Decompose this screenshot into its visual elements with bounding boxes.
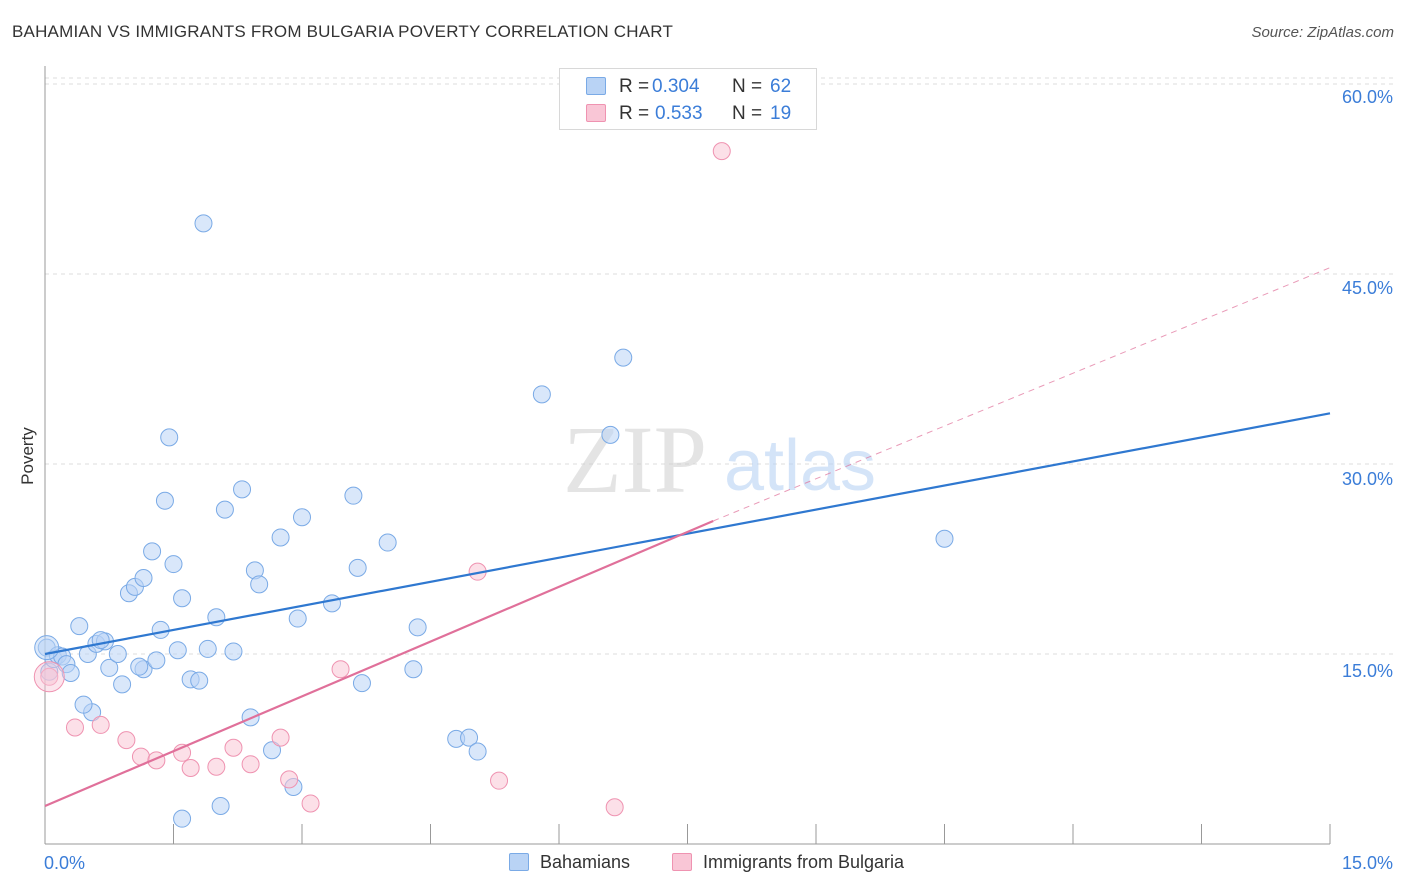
data-point-bahamians <box>215 500 234 519</box>
data-point-bahamians <box>70 617 89 636</box>
trendline-bulgaria <box>44 519 714 808</box>
watermark-atlas: atlas <box>724 426 876 506</box>
data-point-bulgaria <box>271 728 290 747</box>
data-point-bulgaria <box>40 667 59 686</box>
stats-swatch-pink <box>586 104 606 122</box>
data-point-bahamians <box>194 214 213 233</box>
series-bahamians <box>34 214 954 828</box>
y-tick-label-30: 30.0% <box>1341 469 1393 489</box>
stats-r-label: R = <box>619 76 650 97</box>
data-point-bahamians <box>74 695 93 714</box>
legend-swatch-blue <box>509 853 529 871</box>
data-point-bahamians <box>91 631 110 650</box>
data-point-bulgaria <box>65 718 84 737</box>
x-tick-label-max: 15.0% <box>1341 853 1393 873</box>
data-point-bulgaria <box>331 660 350 679</box>
data-point-bahamians <box>935 529 954 548</box>
data-point-bulgaria <box>241 755 260 774</box>
axes <box>44 66 1331 845</box>
data-point-bahamians <box>100 658 119 677</box>
y-tick-label-60: 60.0% <box>1341 87 1393 107</box>
data-point-bulgaria <box>181 759 200 777</box>
stats-n-label: N = <box>732 103 763 124</box>
data-point-bahamians <box>614 348 633 367</box>
data-point-bahamians <box>113 675 132 694</box>
x-tick-label-min: 0.0% <box>44 853 86 873</box>
watermark-zip: ZIP <box>563 406 707 513</box>
y-tick-label-45: 45.0% <box>1341 278 1393 298</box>
data-point-bahamians <box>404 660 423 679</box>
data-point-bahamians <box>271 528 290 547</box>
data-point-bahamians <box>160 428 179 447</box>
data-point-bahamians <box>348 558 367 577</box>
data-point-bahamians <box>147 651 166 670</box>
data-point-bulgaria <box>605 798 624 817</box>
stats-n-value: 62 <box>770 76 792 97</box>
chart-title: BAHAMIAN VS IMMIGRANTS FROM BULGARIA POV… <box>12 22 674 41</box>
data-point-bahamians <box>408 618 427 637</box>
data-point-bulgaria <box>224 738 243 757</box>
watermark: ZIP atlas <box>563 406 876 513</box>
stats-r-value: 0.304 <box>652 76 700 97</box>
data-point-bahamians <box>151 620 170 639</box>
data-point-bahamians <box>173 589 192 608</box>
data-point-bahamians <box>460 728 479 747</box>
data-point-bahamians <box>143 542 162 561</box>
data-point-bahamians <box>601 425 620 444</box>
data-point-bahamians <box>288 609 307 628</box>
data-point-bahamians <box>173 809 192 828</box>
data-point-bahamians <box>155 491 174 510</box>
y-tick-label-15: 15.0% <box>1341 661 1393 681</box>
data-point-bahamians <box>352 674 371 693</box>
data-point-bahamians <box>293 508 311 527</box>
data-point-bahamians <box>263 741 282 760</box>
legend-label: Immigrants from Bulgaria <box>703 852 905 872</box>
data-point-bulgaria <box>117 731 136 750</box>
data-point-bulgaria <box>712 142 731 161</box>
data-point-bahamians-large <box>34 635 60 661</box>
stats-swatch-blue <box>586 77 606 95</box>
data-point-bahamians <box>190 671 209 690</box>
data-point-bahamians <box>108 645 127 663</box>
data-point-bahamians <box>168 641 187 660</box>
chart-legend: Bahamians Immigrants from Bulgaria <box>0 852 1406 878</box>
stats-r-label: R = <box>619 103 650 124</box>
data-point-bahamians <box>61 664 80 682</box>
data-point-bulgaria <box>490 771 509 790</box>
stats-n-label: N = <box>732 76 763 97</box>
data-point-bulgaria <box>280 770 299 789</box>
trendlines <box>44 267 1331 808</box>
data-point-bahamians <box>378 533 397 552</box>
chart-source: Source: ZipAtlas.com <box>1251 24 1394 41</box>
data-point-bahamians <box>532 385 551 404</box>
data-point-bahamians <box>468 742 487 761</box>
trendline-bahamians <box>44 412 1331 656</box>
data-point-bulgaria-large <box>33 661 65 693</box>
stats-n-value: 19 <box>770 103 792 124</box>
data-point-bahamians <box>198 639 217 658</box>
data-point-bulgaria <box>301 794 320 813</box>
legend-swatch-pink <box>672 853 692 871</box>
trendline-bulgaria-extension <box>713 267 1331 522</box>
data-point-bahamians <box>134 569 153 587</box>
data-point-bahamians <box>164 555 183 574</box>
data-point-bahamians <box>224 642 243 661</box>
data-point-bahamians <box>250 575 269 594</box>
correlation-stats-box: R = 0.304 N = 62 R = 0.533 N = 19 <box>559 68 817 130</box>
data-point-bahamians <box>130 657 149 676</box>
data-point-bahamians <box>211 797 230 815</box>
data-point-bahamians <box>344 486 363 505</box>
data-point-bulgaria <box>207 757 226 776</box>
data-point-bulgaria <box>91 715 110 734</box>
data-point-bahamians <box>322 594 341 613</box>
data-point-bahamians <box>233 480 252 499</box>
legend-label: Bahamians <box>540 852 631 872</box>
stats-r-value: 0.533 <box>655 103 703 124</box>
